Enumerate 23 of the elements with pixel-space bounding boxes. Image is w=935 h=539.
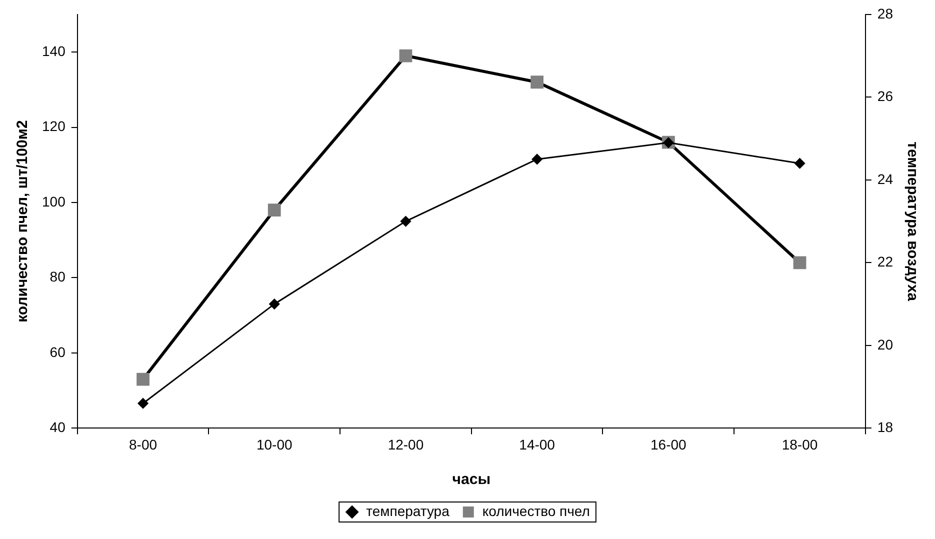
y2-tick-label: 20 <box>877 336 894 352</box>
y2-axis-title: температура воздуха <box>904 142 921 302</box>
y2-tick-label: 28 <box>877 5 894 22</box>
y-tick-label: 40 <box>50 419 66 436</box>
y2-tick-label: 26 <box>877 88 894 104</box>
y-tick-label: 60 <box>50 344 66 360</box>
x-tick-label: 10-00 <box>256 436 292 452</box>
y-tick-label: 100 <box>42 193 66 210</box>
y2-tick-label: 24 <box>877 170 894 187</box>
x-tick-label: 16-00 <box>650 436 687 452</box>
legend-label: температура <box>366 502 450 519</box>
legend-label: количество пчел <box>482 502 590 519</box>
y-tick-label: 80 <box>50 268 66 285</box>
y-tick-label: 120 <box>42 118 66 134</box>
x-tick-label: 8-00 <box>129 436 158 452</box>
x-axis-title: часы <box>452 471 490 488</box>
x-tick-label: 18-00 <box>782 436 818 452</box>
y2-tick-label: 18 <box>877 419 894 436</box>
y2-tick-label: 22 <box>877 254 894 270</box>
x-tick-label: 14-00 <box>519 436 556 452</box>
y-axis-title: количество пчел, шт/100м2 <box>14 120 32 322</box>
x-tick-label: 12-00 <box>388 436 424 452</box>
y-tick-label: 140 <box>42 42 66 59</box>
